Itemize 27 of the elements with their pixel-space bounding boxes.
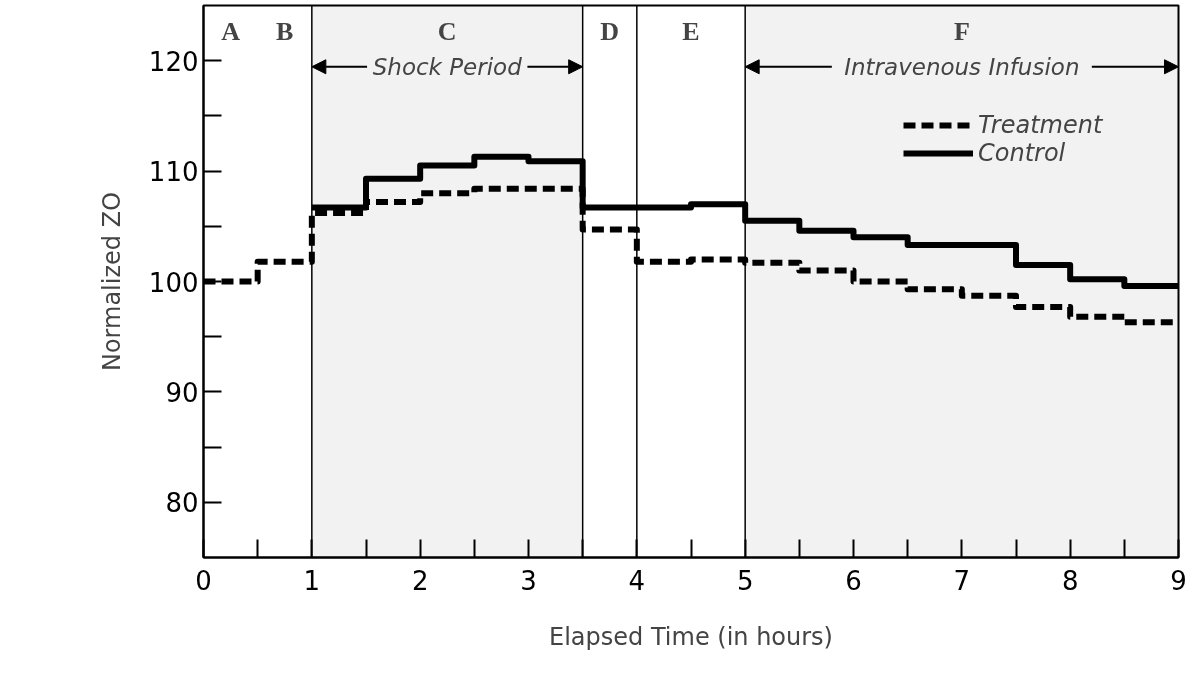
- y-tick-label: 90: [165, 377, 199, 408]
- annotation: F: [953, 16, 970, 46]
- y-tick-label: 80: [165, 488, 199, 519]
- y-axis-title: Normalized ZO: [97, 191, 126, 372]
- legend-label: Treatment: [978, 111, 1103, 139]
- annotation: A: [221, 16, 241, 46]
- annotation: E: [682, 16, 700, 46]
- y-tick-label: 120: [148, 46, 199, 77]
- band-label: Shock Period: [372, 53, 523, 80]
- y-tick-label: 110: [148, 157, 199, 188]
- x-tick-label: 6: [845, 565, 862, 596]
- band-label: Intravenous Infusion: [844, 53, 1080, 80]
- annotation: C: [437, 16, 457, 46]
- annotation: D: [600, 16, 620, 46]
- x-tick-label: 8: [1061, 565, 1079, 596]
- y-tick-label: 100: [148, 267, 199, 298]
- annotation: B: [276, 16, 294, 46]
- legend-label: Control: [978, 139, 1066, 167]
- x-tick-label: 0: [195, 565, 212, 596]
- x-tick-label: 4: [628, 565, 646, 596]
- x-tick-label: 2: [411, 565, 429, 596]
- x-axis-title: Elapsed Time (in hours): [549, 622, 833, 651]
- x-tick-label: 5: [736, 565, 754, 596]
- x-tick-label: 1: [303, 565, 321, 596]
- x-tick-label: 9: [1170, 565, 1187, 596]
- x-tick-label: 3: [520, 565, 537, 596]
- x-tick-label: 7: [953, 565, 971, 596]
